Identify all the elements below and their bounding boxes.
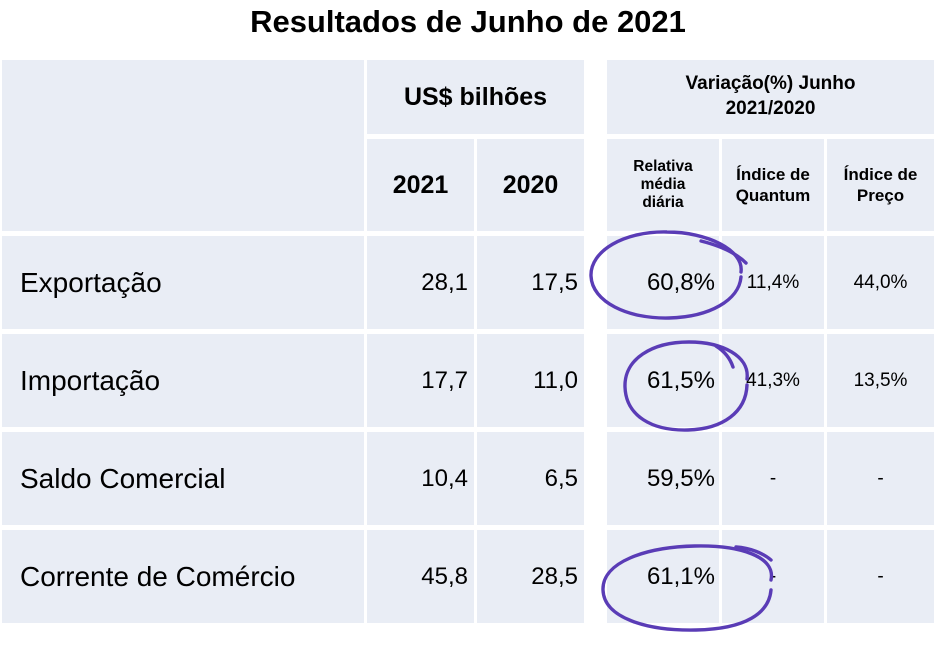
row-label-exportacao: Exportação <box>2 236 364 329</box>
column-group-usd-billions: US$ bilhões <box>367 60 584 134</box>
column-header-indice-de-preco: Índice de Preço <box>827 139 934 231</box>
row-label-saldo-comercial: Saldo Comercial <box>2 432 364 525</box>
value-importacao-preco: 13,5% <box>827 334 934 427</box>
column-header-indice-de-quantum: Índice de Quantum <box>722 139 824 231</box>
table-corner-cell <box>2 60 364 231</box>
column-header-2021: 2021 <box>367 139 474 231</box>
value-importacao-relativa: 61,5% <box>607 334 719 427</box>
page-title: Resultados de Junho de 2021 <box>250 4 686 39</box>
variation-group-label: Variação(%) Junho 2021/2020 <box>685 73 856 119</box>
value-importacao-2020: 11,0 <box>477 334 584 427</box>
row-label-importacao: Importação <box>2 334 364 427</box>
value-exportacao-quantum: 11,4% <box>722 236 824 329</box>
value-saldo-2020: 6,5 <box>477 432 584 525</box>
results-table: US$ bilhões Variação(%) Junho 2021/2020 … <box>2 60 934 623</box>
value-exportacao-relativa: 60,8% <box>607 236 719 329</box>
value-saldo-relativa: 59,5% <box>607 432 719 525</box>
column-header-relativa-media-diaria: Relativa média diária <box>607 139 719 231</box>
value-corrente-2020: 28,5 <box>477 530 584 623</box>
column-header-2020: 2020 <box>477 139 584 231</box>
value-corrente-preco: - <box>827 530 934 623</box>
value-exportacao-2020: 17,5 <box>477 236 584 329</box>
usd-group-label: US$ bilhões <box>403 82 548 111</box>
column-group-variation: Variação(%) Junho 2021/2020 <box>607 60 934 134</box>
value-saldo-quantum: - <box>722 432 824 525</box>
value-corrente-relativa: 61,1% <box>607 530 719 623</box>
value-corrente-quantum: - <box>722 530 824 623</box>
row-label-corrente-de-comercio: Corrente de Comércio <box>2 530 364 623</box>
value-importacao-quantum: 41,3% <box>722 334 824 427</box>
value-importacao-2021: 17,7 <box>367 334 474 427</box>
value-saldo-preco: - <box>827 432 934 525</box>
value-saldo-2021: 10,4 <box>367 432 474 525</box>
value-corrente-2021: 45,8 <box>367 530 474 623</box>
value-exportacao-preco: 44,0% <box>827 236 934 329</box>
value-exportacao-2021: 28,1 <box>367 236 474 329</box>
